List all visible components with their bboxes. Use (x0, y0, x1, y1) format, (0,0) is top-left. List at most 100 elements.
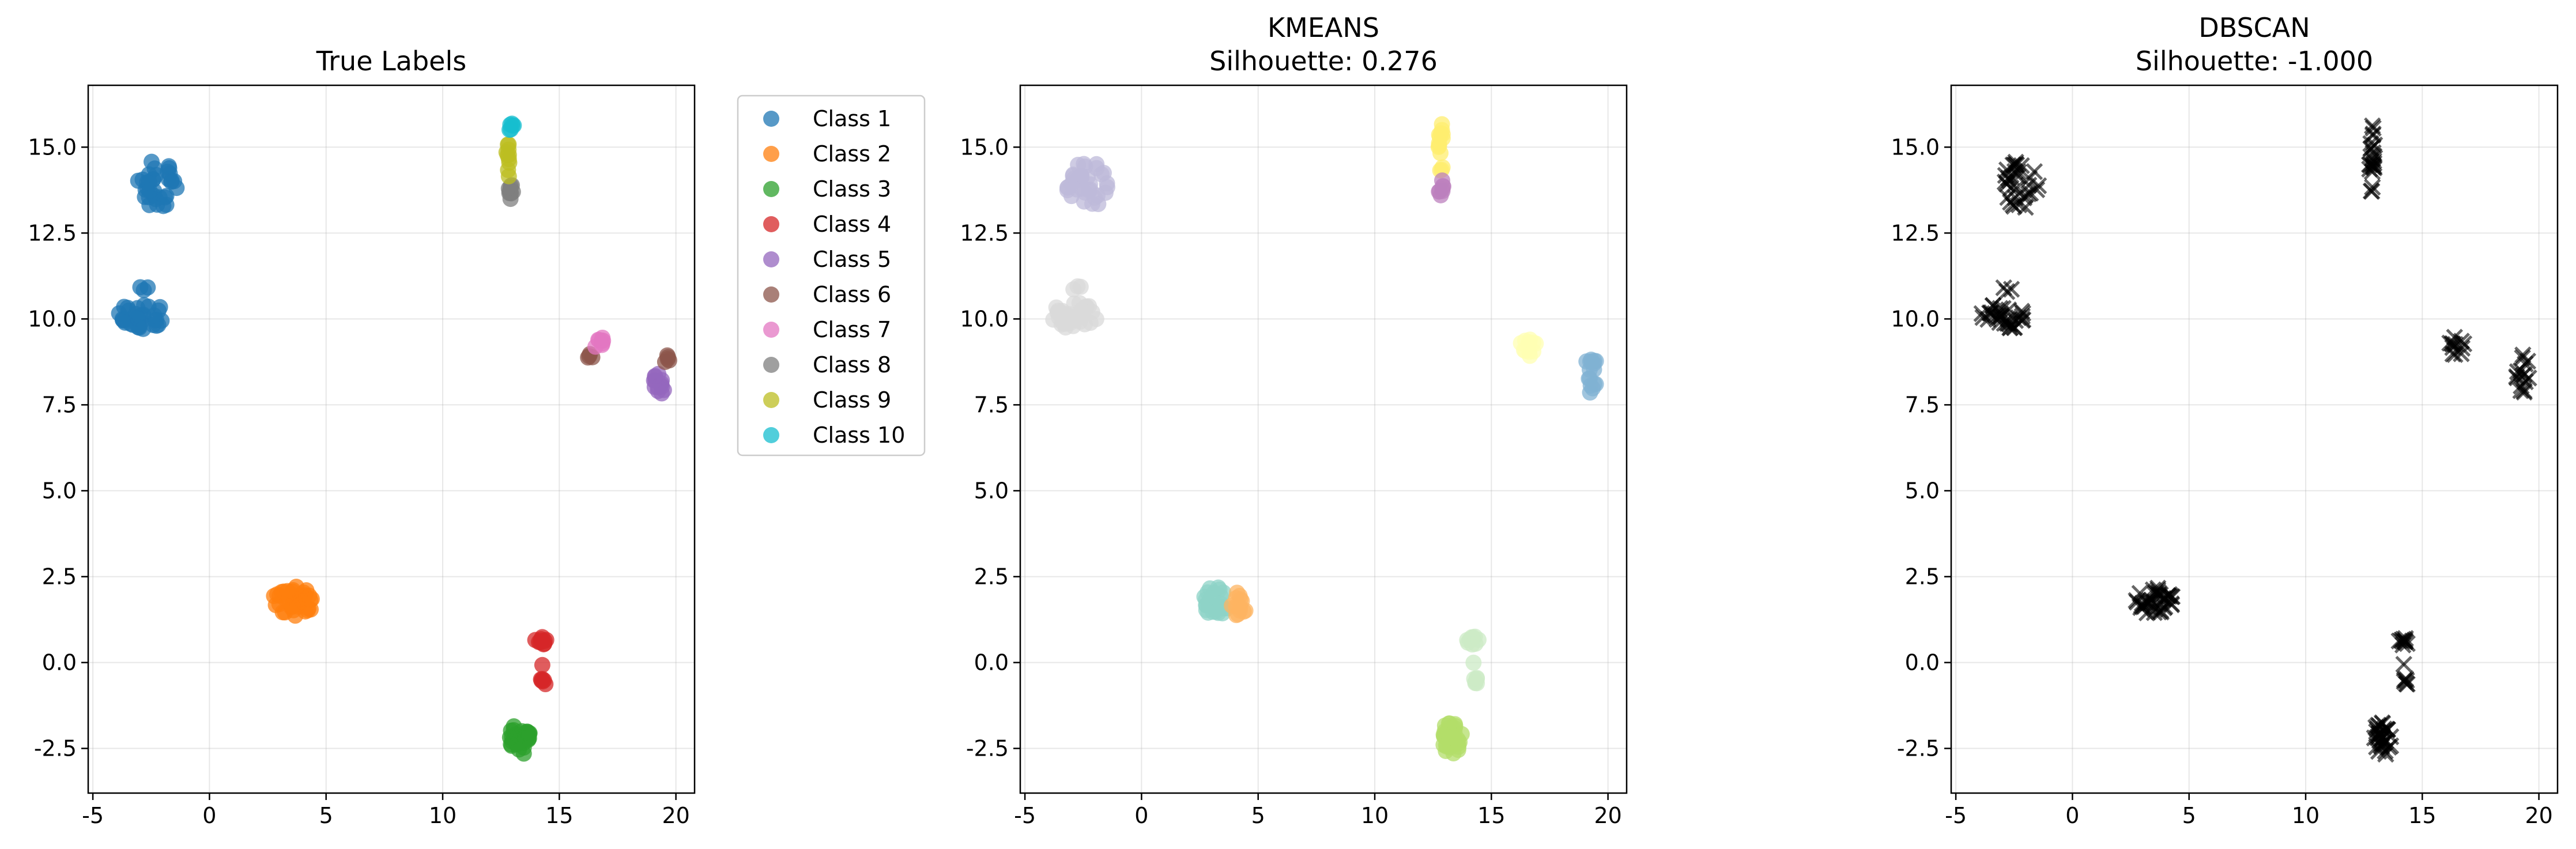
data-point (1065, 166, 1081, 183)
data-point (144, 153, 160, 170)
data-point (2444, 345, 2462, 363)
legend-label: Class 2 (813, 141, 891, 167)
legend-label: Class 6 (813, 282, 891, 307)
legend-marker (763, 286, 779, 303)
data-point (591, 332, 608, 349)
data-point (1465, 654, 1482, 671)
x-tick-label: 20 (662, 803, 689, 828)
data-point (160, 158, 177, 175)
y-tick-label: 15.0 (1891, 134, 1940, 160)
y-tick-label: 2.5 (974, 564, 1009, 589)
data-point (2397, 670, 2415, 688)
series-5 (1459, 628, 1487, 692)
x-tick-label: 15 (2408, 803, 2436, 828)
data-point (1998, 283, 2016, 300)
data-point (2509, 369, 2526, 387)
legend-marker (763, 111, 779, 127)
y-tick-label: 2.5 (42, 564, 77, 589)
series-5 (646, 365, 672, 402)
data-point (2149, 582, 2167, 599)
panel-dbscan: DBSCAN Silhouette: -1.000 -5 0 5 10 15 20 -2.5… (1891, 12, 2559, 828)
data-point (145, 316, 161, 333)
data-point (2441, 334, 2458, 352)
series-1 (1059, 156, 1115, 213)
data-point (2390, 632, 2408, 650)
data-point (1469, 670, 1485, 686)
y-tick-label: 0.0 (42, 650, 77, 675)
data-point (141, 182, 158, 199)
data-point (1099, 175, 1115, 192)
y-tick-label: 0.0 (1905, 650, 1940, 675)
data-point (2368, 723, 2385, 741)
data-point (2364, 144, 2382, 161)
data-point (1054, 304, 1070, 321)
legend-label: Class 1 (813, 106, 891, 131)
plot-frame (87, 84, 696, 794)
data-point (2132, 599, 2149, 616)
series-8 (1513, 331, 1544, 364)
y-tick-label: 7.5 (974, 392, 1009, 417)
chart-subtitle: Silhouette: -1.000 (2136, 46, 2373, 77)
legend-marker (763, 427, 779, 443)
legend-label: Class 4 (813, 212, 891, 237)
x-tick-label: 5 (1251, 803, 1265, 828)
plot-frame (1019, 84, 1628, 794)
data-point (2028, 181, 2046, 198)
data-point (2513, 377, 2530, 395)
x-tick-label: 10 (1361, 803, 1389, 828)
y-tick-label: 5.0 (1905, 478, 1940, 503)
data-point (500, 161, 516, 178)
data-point (1984, 297, 2002, 314)
data-point (659, 347, 676, 364)
legend-marker (763, 216, 779, 232)
data-point (534, 656, 550, 673)
legend-marker (763, 251, 779, 267)
data-point (2373, 738, 2390, 755)
panel-true-labels: True Labels -5 0 5 10 15 20 -2.5 0.0 2.5 5.0 7.5 10… (28, 46, 926, 828)
grid (1951, 85, 2558, 793)
plot-frame (1950, 84, 2559, 794)
data-point (2026, 163, 2043, 180)
y-tick-label: 5.0 (974, 478, 1009, 503)
data-point (132, 279, 149, 296)
axis-ticks: -5 0 5 10 15 20 -2.5 0.0 2.5 5.0 7.5 10.0 12.5 15.0 (28, 134, 689, 828)
data-point (1979, 311, 1997, 328)
x-tick-label: 0 (2065, 803, 2079, 828)
data-point (2362, 139, 2380, 157)
data-point (1470, 632, 1487, 648)
data-point (119, 300, 136, 316)
data-point (1999, 188, 2016, 206)
x-tick-label: 10 (2292, 803, 2319, 828)
y-tick-label: 12.5 (1891, 220, 1940, 246)
data-point (1434, 122, 1450, 138)
chart-title: KMEANS (1268, 12, 1379, 43)
data-point (1059, 179, 1076, 195)
data-point (1229, 598, 1246, 615)
data-point (2362, 182, 2380, 200)
data-point (1435, 178, 1451, 195)
axis-ticks: -5 0 5 10 15 20 -2.5 0.0 2.5 5.0 7.5 10.0 12.5 15.0 (960, 134, 1621, 828)
x-tick-label: -5 (1945, 803, 1967, 828)
data-point (284, 598, 300, 614)
data-point (1065, 281, 1082, 298)
x-tick-label: 0 (202, 803, 216, 828)
x-tick-label: 20 (1594, 803, 1621, 828)
data-point (533, 672, 550, 689)
data-point (2395, 655, 2413, 673)
data-point (534, 629, 550, 646)
series-9 (498, 136, 518, 184)
series-6 (1435, 715, 1470, 762)
y-tick-label: 0.0 (974, 650, 1009, 675)
series-9 (1430, 116, 1451, 179)
data-point (1446, 730, 1462, 746)
data-point (2364, 178, 2381, 196)
data-point (1208, 603, 1224, 620)
data-point (136, 297, 153, 314)
data-point (1578, 353, 1595, 370)
legend-label: Class 9 (813, 387, 891, 413)
legend-entries: Class 1 Class 2 Class 3 Class 4 Class 5 Class… (763, 106, 905, 448)
y-tick-label: 2.5 (1905, 564, 1940, 589)
series-1 (1973, 117, 2537, 763)
panel-kmeans: KMEANS Silhouette: 0.276 -5 0 5 10 15 20 -2.5 0… (960, 12, 1628, 828)
data-point (157, 189, 174, 206)
